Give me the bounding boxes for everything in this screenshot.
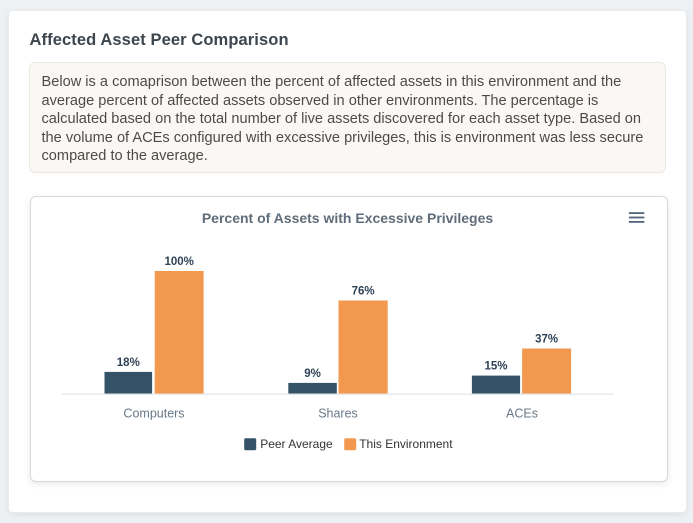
- svg-text:100%: 100%: [164, 256, 193, 268]
- svg-text:This Environment: This Environment: [359, 437, 453, 451]
- svg-text:Shares: Shares: [318, 406, 358, 420]
- svg-text:15%: 15%: [484, 361, 507, 373]
- svg-text:76%: 76%: [352, 286, 375, 298]
- svg-text:18%: 18%: [117, 357, 140, 369]
- svg-text:Computers: Computers: [123, 406, 184, 420]
- svg-text:Percent of Assets with Excessi: Percent of Assets with Excessive Privile…: [202, 210, 494, 226]
- svg-text:Peer Average: Peer Average: [260, 437, 333, 451]
- svg-text:37%: 37%: [535, 334, 558, 346]
- svg-text:9%: 9%: [304, 368, 321, 380]
- svg-text:ACEs: ACEs: [506, 406, 538, 420]
